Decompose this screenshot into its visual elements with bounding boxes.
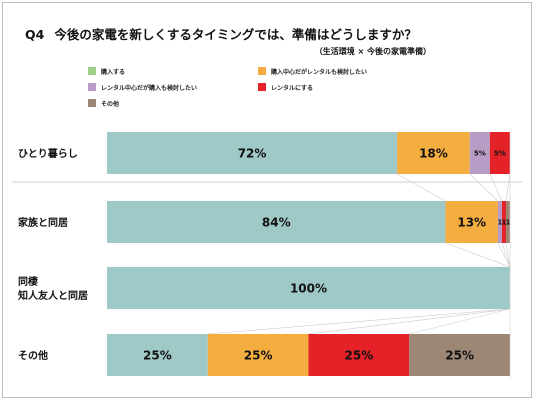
connector-line <box>505 173 511 202</box>
data-label: 25% <box>345 348 374 362</box>
bar-segment <box>107 334 208 376</box>
connector-line <box>469 173 499 202</box>
data-label: 13% <box>457 215 486 229</box>
connector-line <box>207 308 511 335</box>
connector-line <box>445 242 511 268</box>
bar-segment <box>469 132 490 174</box>
connector-line <box>497 242 511 268</box>
bar-segment <box>107 132 398 174</box>
bar-segment <box>207 334 309 376</box>
bar-segment <box>107 201 446 243</box>
question-text: 今後の家電を新しくするタイミングでは、準備はどうしますか？ <box>54 27 417 42</box>
bar-segment <box>489 132 510 174</box>
bar-segment <box>445 201 498 243</box>
data-label: 1 <box>497 219 502 227</box>
category-label: ひとり暮らし <box>18 147 78 160</box>
legend-swatch <box>258 83 266 91</box>
data-label: 5% <box>494 150 506 158</box>
connector-line <box>489 173 503 202</box>
bar-segment <box>409 334 510 376</box>
connector-line <box>308 308 511 335</box>
data-label: 25% <box>445 348 474 362</box>
chart-subtitle: （生活環境 × 今後の家電準備） <box>314 47 431 56</box>
chart-title: Q4 今後の家電を新しくするタイミングでは、準備はどうしますか？ <box>25 24 417 43</box>
data-label: 100% <box>290 281 327 295</box>
legend-swatch <box>258 67 266 75</box>
bar-segment <box>505 201 510 243</box>
bar-segment <box>497 201 502 243</box>
data-label: 25% <box>143 348 172 362</box>
data-label: 1 <box>506 219 511 227</box>
connector-line <box>505 242 511 268</box>
category-label: 家族と同居 <box>18 216 68 229</box>
legend-label: 購入中心だがレンタルも検討したい <box>270 68 367 76</box>
question-number: Q4 <box>25 27 45 42</box>
data-label: 1 <box>502 219 507 227</box>
data-label: 84% <box>262 215 291 229</box>
bar-segment <box>397 132 470 174</box>
legend-label: レンタル中心だが購入も検討したい <box>101 84 197 92</box>
legend-label: その他 <box>101 100 119 108</box>
data-label: 25% <box>244 348 273 362</box>
legend-label: 購入する <box>100 68 125 76</box>
data-label: 5% <box>474 150 486 158</box>
category-label: その他 <box>18 349 48 362</box>
legend-swatch <box>88 83 96 91</box>
category-label: 知人友人と同居 <box>17 289 88 302</box>
legend-swatch <box>88 99 96 107</box>
data-label: 18% <box>419 146 448 160</box>
connector-line <box>409 308 511 335</box>
category-label: 同棲 <box>18 275 38 288</box>
bar-segment <box>308 334 410 376</box>
connector-line <box>501 242 511 268</box>
data-label: 72% <box>238 146 267 160</box>
bar-segment <box>107 267 510 309</box>
connector-line <box>397 173 446 202</box>
bar-segment <box>501 201 506 243</box>
legend-swatch <box>88 67 96 75</box>
legend-label: レンタルにする <box>271 84 313 92</box>
